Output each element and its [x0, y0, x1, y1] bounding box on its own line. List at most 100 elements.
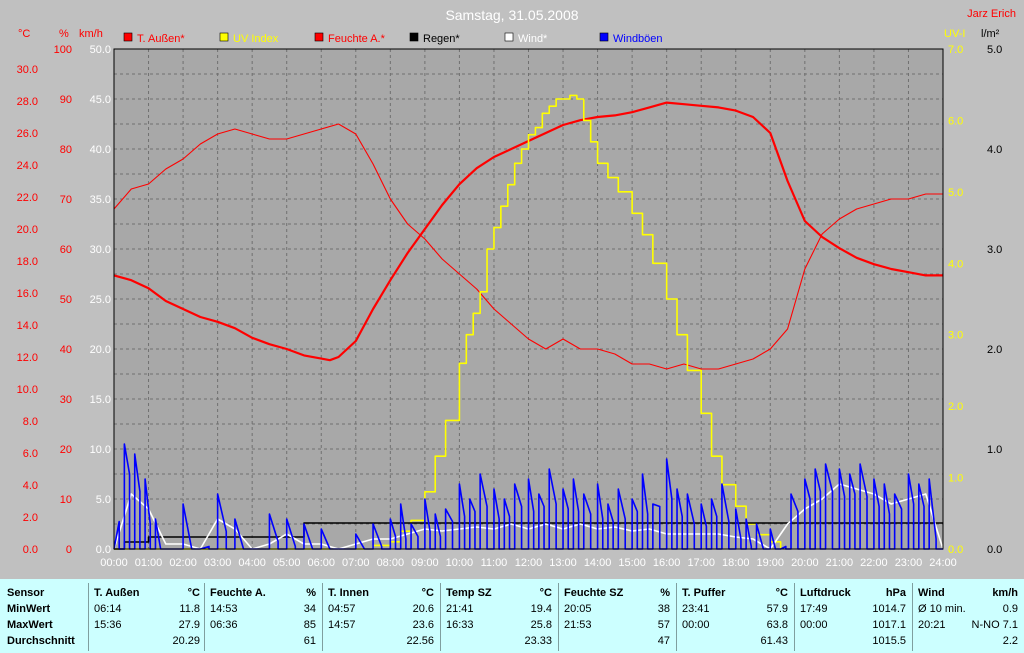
rain-tick-label: 0.0 — [987, 544, 1002, 556]
avg-value: 23.33 — [524, 635, 552, 647]
column-separator — [322, 583, 323, 651]
hum-tick-label: 0 — [66, 544, 72, 556]
max-time: 16:33 — [446, 619, 474, 631]
hum-tick-label: 70 — [60, 194, 72, 206]
stats-column: T. Innen °C 04:57 20.6 14:57 23.6 22.56 — [322, 579, 438, 653]
column-unit: % — [660, 587, 670, 599]
min-time: 04:57 — [328, 603, 356, 615]
temp-tick-label: 4.0 — [23, 480, 38, 492]
max-value: 23.6 — [412, 619, 434, 631]
x-tick-label: 12:00 — [515, 557, 543, 569]
stats-column: Luftdruck hPa 17:49 1014.7 00:00 1017.1 1015.5 — [794, 579, 910, 653]
temp-tick-label: 16.0 — [17, 288, 38, 300]
max-time: 15:36 — [94, 619, 122, 631]
legend-swatch — [504, 32, 514, 42]
hum-tick-label: 40 — [60, 344, 72, 356]
x-tick-label: 03:00 — [204, 557, 232, 569]
avg-value: 47 — [657, 635, 670, 647]
avg-value: 2.2 — [1002, 635, 1018, 647]
temp-tick-label: 28.0 — [17, 96, 38, 108]
max-value: 1017.1 — [872, 619, 906, 631]
x-tick-label: 06:00 — [307, 557, 335, 569]
wind-tick-label: 35.0 — [90, 194, 111, 206]
x-tick-label: 19:00 — [757, 557, 785, 569]
min-value: 34 — [303, 603, 316, 615]
x-tick-label: 14:00 — [584, 557, 612, 569]
x-tick-label: 18:00 — [722, 557, 750, 569]
min-value: 11.8 — [179, 603, 200, 615]
wind-tick-label: 10.0 — [90, 444, 111, 456]
stats-column: Feuchte A.% 14:53 34 06:36 85 61 — [204, 579, 320, 653]
temp-tick-label: 8.0 — [23, 416, 38, 428]
legend-swatch — [219, 32, 229, 42]
min-value: 38 — [657, 603, 670, 615]
legend-label: Regen* — [423, 33, 460, 45]
column-name: T. Innen — [328, 587, 369, 599]
min-value: 19.4 — [530, 603, 552, 615]
temp-tick-label: 30.0 — [17, 64, 38, 76]
uv-tick-label: 4.0 — [948, 258, 963, 270]
row-label-sensor: Sensor — [7, 587, 45, 599]
min-value: 0.9 — [1002, 603, 1018, 615]
wind-tick-label: 30.0 — [90, 244, 111, 256]
min-time: 14:53 — [210, 603, 238, 615]
unit-temp-label: °C — [18, 28, 30, 40]
x-tick-label: 08:00 — [377, 557, 405, 569]
column-unit: °C — [421, 587, 434, 599]
series-windben-line — [113, 443, 943, 550]
row-label-avg: Durchschnitt — [7, 635, 75, 647]
column-separator — [440, 583, 441, 651]
rain-tick-label: 1.0 — [987, 444, 1002, 456]
hum-tick-label: 50 — [60, 294, 72, 306]
uv-tick-label: 6.0 — [948, 115, 963, 127]
wind-tick-label: 15.0 — [90, 394, 111, 406]
uv-tick-label: 1.0 — [948, 473, 963, 485]
max-value: 63.8 — [766, 619, 788, 631]
x-tick-label: 09:00 — [411, 557, 439, 569]
column-unit: % — [306, 587, 316, 599]
wind-tick-label: 25.0 — [90, 294, 111, 306]
column-name: Luftdruck — [800, 587, 851, 599]
temp-tick-label: 24.0 — [17, 160, 38, 172]
max-time: 20:21 — [918, 619, 946, 631]
column-separator — [558, 583, 559, 651]
legend-label: T. Außen* — [137, 33, 185, 45]
avg-value: 22.56 — [406, 635, 434, 647]
max-value: 57 — [657, 619, 670, 631]
rain-tick-label: 3.0 — [987, 244, 1002, 256]
column-separator — [204, 583, 205, 651]
uv-tick-label: 3.0 — [948, 330, 963, 342]
temp-tick-label: 18.0 — [17, 256, 38, 268]
min-time: 23:41 — [682, 603, 710, 615]
temp-tick-label: 6.0 — [23, 448, 38, 460]
x-tick-label: 21:00 — [826, 557, 854, 569]
x-tick-label: 22:00 — [860, 557, 888, 569]
hum-tick-label: 10 — [60, 494, 72, 506]
x-tick-label: 23:00 — [895, 557, 923, 569]
column-name: Feuchte SZ — [564, 587, 624, 599]
min-time: 20:05 — [564, 603, 592, 615]
temp-tick-label: 26.0 — [17, 128, 38, 140]
column-separator — [676, 583, 677, 651]
unit-wind-label: km/h — [79, 28, 103, 40]
x-tick-label: 11:00 — [481, 557, 508, 569]
column-unit: °C — [775, 587, 788, 599]
temp-tick-label: 10.0 — [17, 384, 38, 396]
temp-tick-label: 2.0 — [23, 512, 38, 524]
uv-tick-label: 0.0 — [948, 544, 963, 556]
x-tick-label: 02:00 — [169, 557, 197, 569]
unit-hum-label: % — [59, 28, 69, 40]
rain-tick-label: 2.0 — [987, 344, 1002, 356]
plot-frame — [113, 48, 944, 550]
min-value: 20.6 — [412, 603, 434, 615]
column-separator — [88, 583, 89, 651]
max-value: N-NO 7.1 — [971, 619, 1018, 631]
max-value: 85 — [303, 619, 316, 631]
stats-column: T. Puffer °C 23:41 57.9 00:00 63.8 61.43 — [676, 579, 792, 653]
column-name: T. Puffer — [682, 587, 726, 599]
wind-tick-label: 20.0 — [90, 344, 111, 356]
max-time: 00:00 — [800, 619, 828, 631]
column-unit: km/h — [992, 587, 1018, 599]
avg-value: 61.43 — [760, 635, 788, 647]
x-tick-label: 16:00 — [653, 557, 681, 569]
